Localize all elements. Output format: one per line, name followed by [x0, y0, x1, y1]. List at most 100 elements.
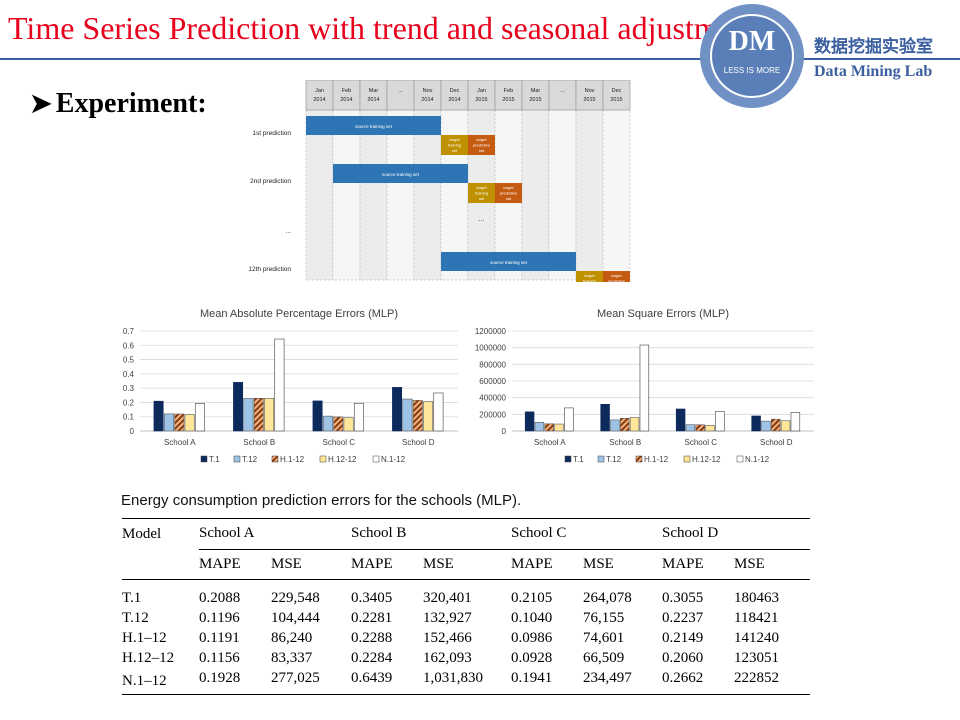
mse-header: MSE: [271, 555, 302, 572]
value-cell: 83,337: [271, 649, 313, 666]
value-cell: 0.3405: [351, 589, 393, 606]
source-training-label: source training set: [355, 124, 393, 129]
bar: [174, 413, 185, 432]
prediction-row-label: 1st prediction: [252, 130, 291, 137]
bar: [343, 417, 354, 432]
table-header-row: Model School A School B School C School …: [122, 518, 810, 550]
target-predictive-label: target: [503, 185, 514, 190]
table-row: T.12 0.1196 104,444 0.2281 132,927 0.1040 76,1…: [122, 608, 810, 628]
legend-label: H.1-12: [644, 455, 669, 464]
month-label: Feb: [504, 88, 513, 94]
timeline-column: [413, 109, 442, 281]
bar: [695, 424, 705, 432]
bar: [322, 415, 333, 432]
month-label: ...: [560, 88, 565, 94]
table-caption: Energy consumption prediction errors for…: [121, 492, 522, 509]
empty-cell: [122, 549, 199, 580]
bar: [780, 420, 791, 432]
month-label: Nov: [585, 88, 595, 94]
table-row: H.12–12 0.1156 83,337 0.2284 162,093 0.0928 66…: [122, 648, 810, 668]
month-header-cell: [548, 80, 577, 111]
bar: [524, 411, 535, 432]
value-cell: 0.1196: [199, 609, 240, 626]
experiment-bullet: ➤ Experiment:: [30, 88, 207, 120]
prediction-timeline-diagram: Jan 2014 Feb 2014 Mar 2014... Nov 2014 Dec 2014 Ja…: [248, 80, 631, 283]
bar: [629, 417, 640, 432]
bar: [534, 421, 545, 432]
prediction-row-label: 2nd prediction: [250, 178, 291, 185]
month-label: ...: [398, 88, 403, 94]
value-cell: 162,093: [423, 649, 472, 666]
arrow-bullet-icon: ➤: [30, 89, 52, 118]
x-tick-label: School C: [685, 438, 718, 447]
bar: [433, 392, 444, 432]
legend-label: H.12-12: [692, 455, 721, 464]
x-tick-label: School A: [164, 438, 196, 447]
bar: [600, 403, 610, 432]
bar: [620, 417, 630, 432]
bar: [705, 425, 715, 432]
target-predictive-label: predictive: [473, 143, 491, 148]
target-predictive-label: predictive: [608, 279, 626, 283]
month-header-cell: [494, 80, 523, 111]
source-training-bar: [441, 252, 576, 271]
timeline-column: [332, 109, 361, 281]
school-header: School D: [662, 518, 810, 550]
bar: [184, 414, 195, 432]
legend-label: T.12: [242, 455, 258, 464]
bar: [554, 423, 564, 432]
month-label: Dec: [612, 88, 622, 94]
bar: [274, 338, 285, 432]
y-tick-label: 0.7: [123, 327, 135, 336]
value-cell: 0.3055: [662, 589, 704, 606]
legend-swatch: [597, 455, 605, 463]
bar: [610, 419, 620, 432]
bar: [564, 407, 574, 432]
bar: [153, 400, 164, 432]
mape-header: MAPE: [351, 555, 393, 572]
bar: [790, 412, 801, 432]
y-tick-label: 0.1: [123, 413, 135, 422]
y-tick-label: 400000: [479, 394, 506, 403]
legend-swatch: [736, 455, 744, 463]
mape-bar-chart: Mean Absolute Percentage Errors (MLP) 0 0.…: [123, 308, 458, 464]
month-header-cell: [602, 80, 631, 111]
mape-header: MAPE: [199, 555, 241, 572]
legend-label: H.1-12: [280, 455, 305, 464]
y-tick-label: 1200000: [475, 327, 507, 336]
target-training-label: training: [583, 279, 596, 283]
chart-title: Mean Absolute Percentage Errors (MLP): [200, 308, 398, 320]
bar: [761, 420, 771, 432]
year-label: 2014: [340, 97, 352, 103]
value-cell: 0.1040: [511, 609, 553, 626]
table-subheader-row: MAPE MSE MAPE MSE MAPE MSE MAPE MSE: [122, 549, 810, 580]
bar: [751, 415, 761, 432]
target-predictive-label: target: [476, 137, 487, 142]
x-tick-label: School C: [323, 438, 356, 447]
bar: [715, 411, 725, 432]
target-predictive-label: set: [506, 196, 512, 201]
value-cell: 118421: [734, 609, 779, 626]
y-tick-label: 0.5: [123, 356, 135, 365]
model-cell: N.1–12: [122, 672, 167, 689]
year-label: 2015: [583, 97, 595, 103]
year-label: 2015: [502, 97, 514, 103]
value-cell: 222852: [734, 669, 779, 686]
title-underline: [0, 58, 960, 60]
value-cell: 152,466: [423, 629, 472, 646]
month-header-cell: [305, 80, 334, 111]
year-label: 2015: [475, 97, 487, 103]
table-row: N.1–12 0.1928 277,025 0.6439 1,031,830 0.1941…: [122, 668, 810, 695]
month-label: Dec: [450, 88, 460, 94]
bar: [333, 416, 344, 432]
legend-label: N.1-12: [745, 455, 770, 464]
value-cell: 234,497: [583, 669, 632, 686]
table-row: T.1 0.2088 229,548 0.3405 320,401 0.2105 264,0…: [122, 580, 810, 609]
month-header-cell: [359, 80, 388, 111]
value-cell: 264,078: [583, 589, 632, 606]
year-label: 2014: [313, 97, 325, 103]
target-predictive-box: [603, 271, 630, 282]
model-header: Model: [122, 525, 162, 542]
value-cell: 0.1156: [199, 649, 240, 666]
month-label: Nov: [423, 88, 433, 94]
